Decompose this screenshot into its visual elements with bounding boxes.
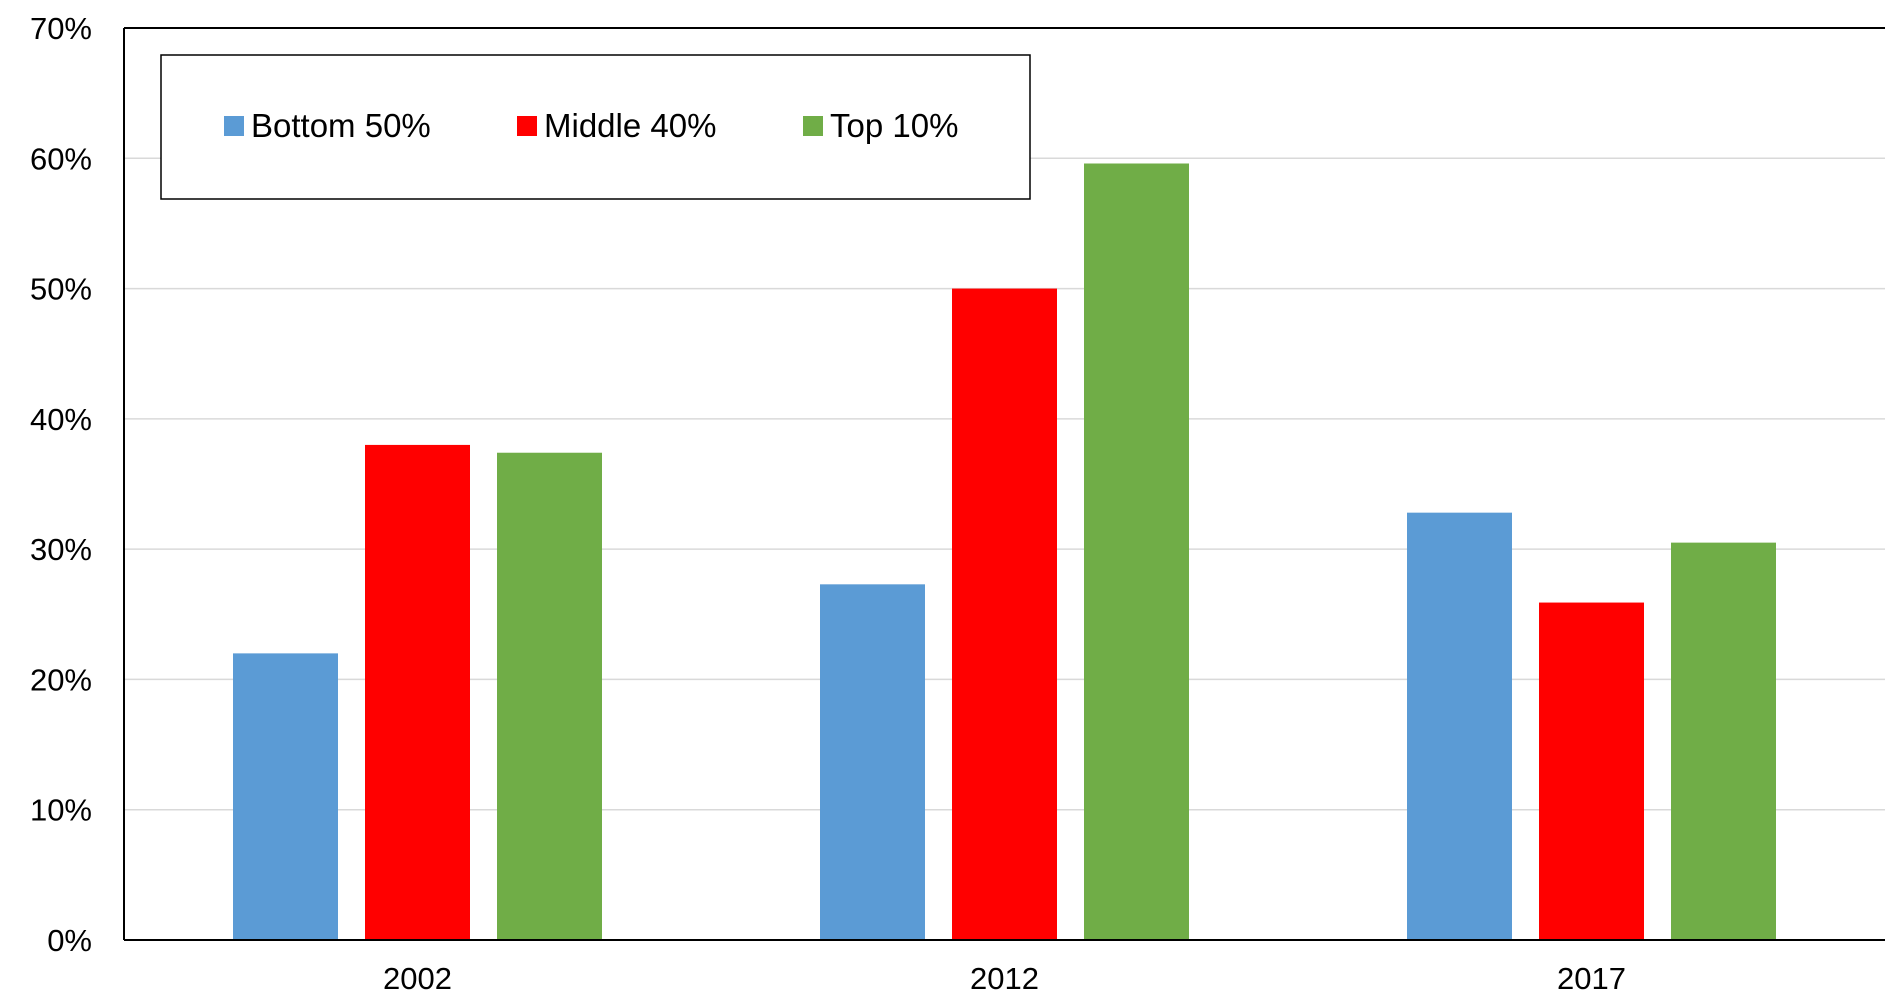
bar-middle-40-2002: [365, 444, 470, 940]
legend-swatch: [803, 116, 823, 136]
axes: [123, 27, 1885, 941]
bar-bottom-50-2017: [1407, 512, 1512, 940]
y-tick-label: 70%: [30, 11, 92, 46]
x-axis-ticks: 2002 2012 2017: [383, 961, 1626, 996]
legend-swatch: [517, 116, 537, 136]
x-tick-label: 2017: [1557, 961, 1626, 996]
bar-top-10-2012: [1084, 163, 1189, 941]
bar-top-10-2002: [497, 452, 602, 940]
bars: [233, 163, 1776, 941]
y-tick-label: 0%: [47, 923, 92, 958]
y-tick-label: 20%: [30, 662, 92, 697]
legend-label: Top 10%: [830, 107, 958, 144]
legend: Bottom 50% Middle 40% Top 10%: [160, 54, 1031, 200]
legend-label: Middle 40%: [544, 107, 716, 144]
bar-top-10-2017: [1671, 542, 1776, 940]
y-tick-label: 10%: [30, 793, 92, 828]
y-axis-ticks: 0% 10% 20% 30% 40% 50% 60% 70%: [30, 11, 92, 958]
bar-middle-40-2012: [952, 288, 1057, 941]
y-tick-label: 40%: [30, 402, 92, 437]
x-tick-label: 2002: [383, 961, 452, 996]
legend-label: Bottom 50%: [251, 107, 431, 144]
bar-bottom-50-2002: [233, 653, 338, 940]
y-tick-label: 60%: [30, 141, 92, 176]
bar-bottom-50-2012: [820, 584, 925, 940]
legend-box: [160, 54, 1031, 200]
legend-swatch: [224, 116, 244, 136]
x-tick-label: 2012: [970, 961, 1039, 996]
bar-middle-40-2017: [1539, 602, 1644, 940]
y-tick-label: 50%: [30, 272, 92, 307]
y-tick-label: 30%: [30, 532, 92, 567]
